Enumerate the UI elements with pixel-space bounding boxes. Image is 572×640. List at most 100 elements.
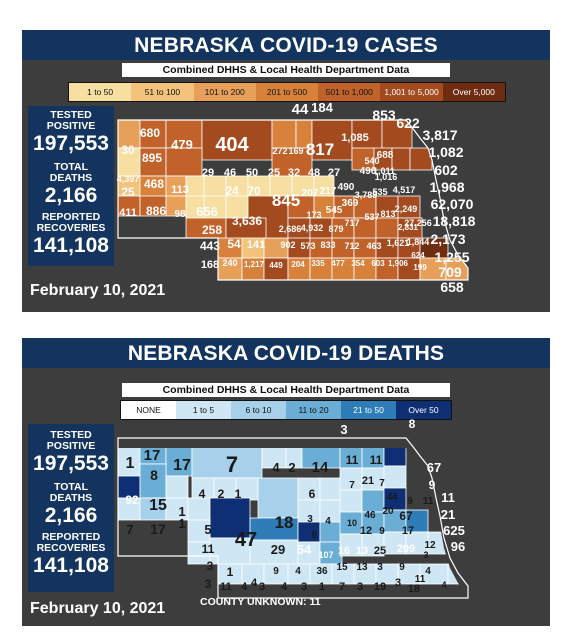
deaths-county-label: 4 xyxy=(251,577,258,589)
cases-subtitle: Combined DHHS & Local Health Department … xyxy=(122,63,450,77)
reported-recoveries-label: REPORTED RECOVERIES xyxy=(36,211,106,234)
tested-positive-label: TESTED POSITIVE xyxy=(46,429,96,452)
cases-county-label: 32 xyxy=(288,167,300,179)
cases-county-label: 895 xyxy=(142,151,162,165)
cases-county-label: 44 xyxy=(292,101,309,118)
cases-county-label: 535 xyxy=(372,187,387,197)
deaths-county-label: 18 xyxy=(408,583,420,595)
deaths-county-label: 19 xyxy=(374,581,386,593)
cases-county-label: 199 xyxy=(413,263,427,272)
deaths-legend-item: 1 to 5 xyxy=(176,401,231,419)
cases-county-label: 902 xyxy=(280,240,295,250)
cases-county-label: 680 xyxy=(140,126,160,140)
deaths-county-label: 7 xyxy=(349,480,355,491)
cases-county-label: 688 xyxy=(377,150,394,161)
cases-county-label: 240 xyxy=(222,258,237,268)
cases-county-label: 537 xyxy=(364,212,379,222)
deaths-state-outline xyxy=(117,437,469,599)
total-deaths-label: TOTAL DEATHS xyxy=(49,161,93,184)
deaths-map-panel: NEBRASKA COVID-19 DEATHS Combined DHHS &… xyxy=(22,338,550,626)
deaths-county xyxy=(383,448,407,467)
cases-county-label: 1,621 xyxy=(387,238,410,248)
cases-county-grid xyxy=(118,120,468,280)
cases-county-label: 404 xyxy=(215,134,249,156)
cases-county-label: 449 xyxy=(269,261,283,270)
cases-county-label: 62,070 xyxy=(431,196,474,212)
reported-recoveries-value: 141,108 xyxy=(33,554,109,577)
deaths-county xyxy=(319,521,343,543)
deaths-county-label: 11 xyxy=(370,453,383,467)
deaths-county-label: 17 xyxy=(173,457,191,474)
deaths-county-label: 1 xyxy=(227,565,234,579)
cases-county xyxy=(271,120,297,149)
deaths-legend-item: 6 to 10 xyxy=(231,401,286,419)
deaths-county-label: 4 xyxy=(325,516,331,527)
cases-county-label: 656 xyxy=(196,204,218,219)
deaths-stats-box: TESTED POSITIVE 197,553 TOTAL DEATHS 2,1… xyxy=(28,424,114,592)
tested-positive-label: TESTED POSITIVE xyxy=(46,109,96,132)
cases-legend-item: 1,001 to 5,000 xyxy=(380,83,443,101)
cases-county-label: 46 xyxy=(224,167,236,179)
deaths-county-label: 107 xyxy=(318,550,333,560)
deaths-county-label: 10 xyxy=(347,518,357,528)
cases-county-label: 3,789 xyxy=(355,190,378,200)
cases-county-label: 468 xyxy=(144,177,164,191)
deaths-county-label: 4 xyxy=(272,460,280,475)
deaths-county-label: 9 xyxy=(399,562,405,573)
cases-county xyxy=(311,120,353,161)
cases-legend-item: 1 to 50 xyxy=(69,83,132,101)
cases-county-label: 184 xyxy=(311,100,333,115)
cases-county-label: 817 xyxy=(306,140,334,159)
deaths-county-label: 11 xyxy=(423,496,434,507)
total-deaths-label: TOTAL DEATHS xyxy=(49,481,93,504)
deaths-county-label: 9 xyxy=(273,566,279,577)
cases-legend-item: Over 5,000 xyxy=(442,83,505,101)
cases-county-label: 258 xyxy=(202,223,222,237)
deaths-county xyxy=(361,489,385,513)
deaths-county-label: 15 xyxy=(336,562,348,573)
deaths-date: February 10, 2021 xyxy=(30,600,166,617)
cases-county-label: 479 xyxy=(171,137,193,152)
cases-county-label: 853 xyxy=(372,107,396,123)
cases-county-label: 25 xyxy=(268,167,280,179)
cases-county-label: 2,686 xyxy=(279,224,302,234)
cases-county-label: 204 xyxy=(291,260,305,269)
deaths-county-label: 2 xyxy=(218,487,225,501)
cases-county-label: 463 xyxy=(366,241,381,251)
deaths-county-label: 67 xyxy=(399,509,413,523)
deaths-county-label: 4 xyxy=(425,566,431,577)
deaths-county-label: 13 xyxy=(356,545,368,557)
cases-county-label: 1,217 xyxy=(244,260,265,269)
cases-county-label: 1,082 xyxy=(428,144,463,160)
deaths-county-label: 15 xyxy=(149,497,167,514)
cases-county-label: 602 xyxy=(434,162,458,178)
deaths-county-label: 3 xyxy=(377,562,383,573)
reported-recoveries-label: REPORTED RECOVERIES xyxy=(36,531,106,554)
deaths-legend-item: NONE xyxy=(121,401,176,419)
deaths-county xyxy=(257,477,299,519)
tested-positive-value: 197,553 xyxy=(33,132,109,155)
deaths-legend-item: 11 to 20 xyxy=(286,401,341,419)
cases-county-label: 540 xyxy=(364,156,379,166)
cases-county xyxy=(445,257,468,280)
tested-positive-value: 197,553 xyxy=(33,452,109,475)
cases-county xyxy=(203,175,227,199)
deaths-legend-item: 21 to 50 xyxy=(341,401,396,419)
cases-county-label: 29 xyxy=(202,167,214,179)
cases-county-label: 70 xyxy=(247,184,261,198)
cases-county-label: 1,906 xyxy=(388,259,409,268)
cases-county-label: 98 xyxy=(174,209,186,220)
cases-county-label: 879 xyxy=(328,224,343,234)
cases-county-label: 833 xyxy=(320,240,335,250)
deaths-subtitle: Combined DHHS & Local Health Department … xyxy=(122,383,450,397)
cases-county-label: 622 xyxy=(396,115,420,131)
deaths-county-label: 7 xyxy=(226,452,238,477)
deaths-county-label: 3 xyxy=(205,577,212,591)
cases-county-label: 369 xyxy=(342,198,359,209)
cases-county-label: 18,818 xyxy=(433,213,476,229)
deaths-county xyxy=(209,537,251,565)
cases-state-outline xyxy=(117,119,469,281)
